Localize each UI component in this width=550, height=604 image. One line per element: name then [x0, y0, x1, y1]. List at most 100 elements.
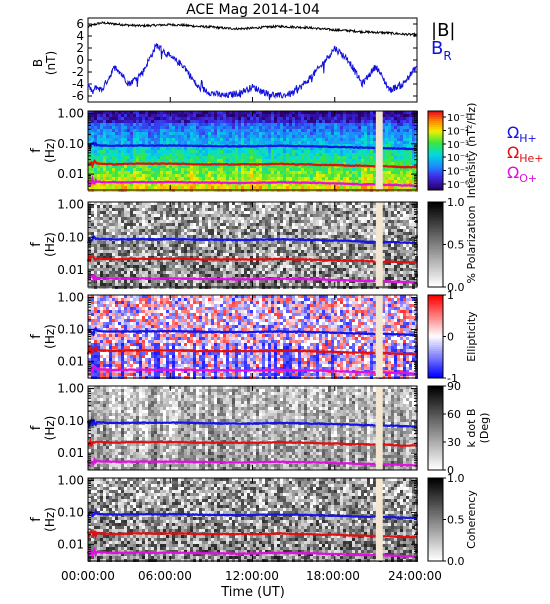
heatmap-cell	[133, 168, 136, 171]
heatmap-cell	[280, 156, 283, 159]
heatmap-cell	[190, 135, 193, 138]
heatmap-cell	[109, 129, 112, 132]
heatmap-cell	[133, 114, 136, 117]
heatmap-cell	[388, 229, 391, 232]
heatmap-cell	[145, 250, 148, 253]
heatmap-cell	[154, 232, 157, 235]
heatmap-cell	[334, 177, 337, 180]
heatmap-cell	[103, 168, 106, 171]
heatmap-cell	[175, 156, 178, 159]
heatmap-cell	[253, 205, 256, 208]
heatmap-cell	[298, 129, 301, 132]
heatmap-cell	[298, 141, 301, 144]
heatmap-cell	[229, 150, 232, 153]
heatmap-cell	[298, 126, 301, 129]
heatmap-cell	[373, 126, 376, 129]
heatmap-cell	[139, 129, 142, 132]
heatmap-cell	[283, 135, 286, 138]
heatmap-cell	[139, 232, 142, 235]
heatmap-cell	[385, 217, 388, 220]
heatmap-cell	[157, 132, 160, 135]
heatmap-cell	[394, 205, 397, 208]
heatmap-cell	[364, 168, 367, 171]
heatmap-cell	[310, 226, 313, 229]
heatmap-cell	[103, 177, 106, 180]
heatmap-cell	[319, 150, 322, 153]
heatmap-cell	[199, 114, 202, 117]
heatmap-cell	[91, 129, 94, 132]
heatmap-cell	[202, 126, 205, 129]
heatmap-cell	[223, 156, 226, 159]
heatmap-cell	[172, 247, 175, 250]
heatmap-cell	[403, 238, 406, 241]
heatmap-cell	[298, 114, 301, 117]
heatmap-cell	[163, 141, 166, 144]
heatmap-cell	[355, 244, 358, 247]
heatmap-cell	[358, 223, 361, 226]
heatmap-cell	[328, 126, 331, 129]
heatmap-cell	[133, 235, 136, 238]
heatmap-cell	[241, 117, 244, 120]
heatmap-cell	[160, 126, 163, 129]
heatmap-cell	[373, 144, 376, 147]
heatmap-cell	[358, 217, 361, 220]
heatmap-cell	[151, 214, 154, 217]
heatmap-cell	[388, 214, 391, 217]
heatmap-cell	[202, 232, 205, 235]
heatmap-cell	[367, 141, 370, 144]
heatmap-cell	[112, 229, 115, 232]
heatmap-cell	[403, 156, 406, 159]
heatmap-cell	[262, 226, 265, 229]
heatmap-cell	[250, 138, 253, 141]
heatmap-cell	[196, 135, 199, 138]
heatmap-cell	[178, 126, 181, 129]
heatmap-cell	[271, 235, 274, 238]
heatmap-cell	[211, 214, 214, 217]
heatmap-cell	[184, 117, 187, 120]
heatmap-cell	[400, 114, 403, 117]
heatmap-cell	[367, 229, 370, 232]
heatmap-cell	[316, 214, 319, 217]
heatmap-cell	[202, 247, 205, 250]
heatmap-cell	[301, 226, 304, 229]
heatmap-cell	[169, 135, 172, 138]
heatmap-cell	[112, 226, 115, 229]
heatmap-cell	[313, 126, 316, 129]
heatmap-cell	[205, 120, 208, 123]
heatmap-cell	[181, 165, 184, 168]
heatmap-cell	[292, 117, 295, 120]
heatmap-cell	[334, 229, 337, 232]
heatmap-cell	[316, 114, 319, 117]
heatmap-cell	[265, 123, 268, 126]
heatmap-cell	[355, 153, 358, 156]
heatmap-cell	[235, 250, 238, 253]
heatmap-cell	[409, 129, 412, 132]
heatmap-cell	[343, 247, 346, 250]
heatmap-cell	[100, 141, 103, 144]
heatmap-cell	[259, 168, 262, 171]
heatmap-cell	[256, 141, 259, 144]
heatmap-cell	[259, 159, 262, 162]
heatmap-cell	[391, 126, 394, 129]
heatmap-cell	[343, 156, 346, 159]
heatmap-cell	[100, 165, 103, 168]
heatmap-cell	[277, 168, 280, 171]
heatmap-cell	[280, 241, 283, 244]
heatmap-cell	[286, 220, 289, 223]
heatmap-cell	[148, 165, 151, 168]
heatmap-cell	[91, 208, 94, 211]
heatmap-cell	[160, 205, 163, 208]
heatmap-cell	[346, 159, 349, 162]
heatmap-cell	[301, 132, 304, 135]
heatmap-cell	[100, 183, 103, 186]
heatmap-cell	[133, 223, 136, 226]
heatmap-cell	[112, 114, 115, 117]
heatmap-cell	[397, 186, 400, 189]
heatmap-cell	[310, 141, 313, 144]
heatmap-cell	[133, 138, 136, 141]
heatmap-cell	[316, 129, 319, 132]
heatmap-cell	[373, 205, 376, 208]
heatmap-cell	[385, 114, 388, 117]
heatmap-cell	[265, 211, 268, 214]
